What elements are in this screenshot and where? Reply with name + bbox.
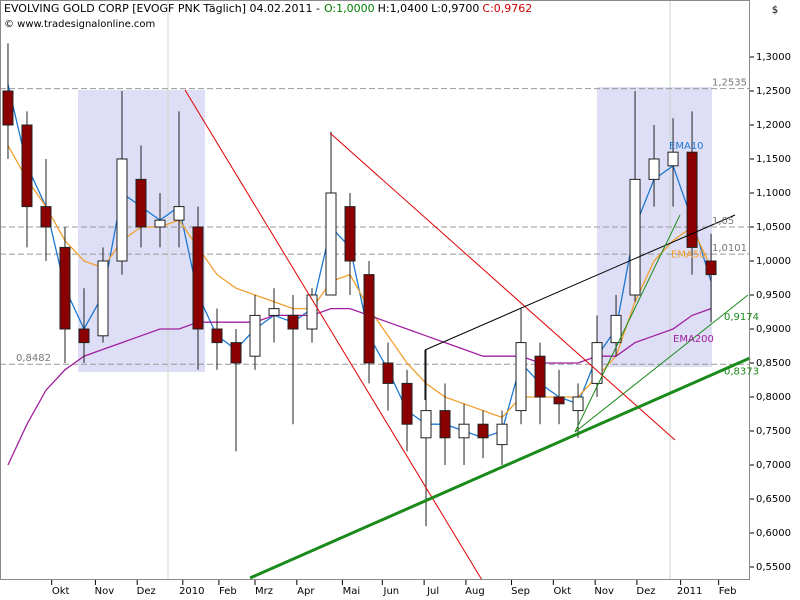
series-label: EMA50 — [671, 250, 706, 261]
candle-body — [534, 355, 546, 398]
x-tick-label: Jun — [383, 586, 400, 597]
x-tick-label: Apr — [297, 586, 315, 597]
candle-body — [211, 328, 223, 344]
candle-body — [667, 151, 679, 167]
candle-body — [363, 274, 375, 364]
ohlc-value: C:0,9762 — [482, 2, 532, 15]
level-label: 0,8482 — [16, 353, 51, 364]
candle-body — [629, 178, 641, 296]
y-tick-label: 1,2000 — [756, 120, 791, 131]
source: © www.tradesignalonline.com — [4, 19, 155, 30]
trendline — [424, 214, 736, 351]
candle-body — [458, 423, 470, 439]
x-tick-label: Okt — [554, 586, 572, 597]
candle-body — [648, 158, 660, 180]
x-tick-label: Dez — [636, 586, 655, 597]
y-tick-label: 0,7000 — [756, 460, 791, 471]
x-tick-label: 2010 — [179, 586, 204, 597]
candle-body — [97, 260, 109, 337]
x-tick-label: Feb — [219, 586, 237, 597]
trendline — [574, 294, 749, 433]
x-tick-label: Nov — [95, 586, 115, 597]
candle-body — [572, 396, 584, 412]
level-label: 0,8373 — [724, 367, 759, 378]
candle-body — [230, 342, 242, 364]
candle-body — [420, 410, 432, 439]
candle-body — [154, 219, 166, 228]
candle-body — [135, 178, 147, 228]
y-tick-label: 0,8500 — [756, 358, 791, 369]
x-tick-label: Okt — [52, 586, 70, 597]
chart-title: EVOLVING GOLD CORP [EVOGF PNK Täglich] 0… — [4, 2, 320, 15]
level-label: 1,2535 — [712, 78, 747, 89]
y-tick-label: 1,0000 — [756, 256, 791, 267]
y-axis-label: $ — [772, 5, 778, 16]
candle-body — [173, 206, 185, 221]
candle-body — [249, 314, 261, 357]
y-tick-label: 1,1000 — [756, 188, 791, 199]
y-tick-label: 0,6000 — [756, 528, 791, 539]
candle-body — [325, 192, 337, 296]
level-label: 1,0101 — [712, 243, 747, 254]
candle-body — [40, 206, 52, 228]
x-tick-label: Mai — [343, 586, 361, 597]
candle-body — [515, 342, 527, 412]
y-tick-label: 0,9500 — [756, 290, 791, 301]
level-label: 0,9174 — [724, 312, 759, 323]
series-label: EMA10 — [669, 141, 704, 152]
candle-body — [268, 308, 280, 316]
candle-body — [439, 410, 451, 439]
x-tick-label: Sep — [511, 586, 530, 597]
trendline — [329, 132, 676, 441]
candle-body — [496, 423, 508, 446]
y-tick-label: 1,0500 — [756, 222, 791, 233]
y-tick-label: 1,1500 — [756, 154, 791, 165]
ohlc-value: L:0,9700 — [431, 2, 479, 15]
y-tick-label: 0,5500 — [756, 562, 791, 573]
candle-body — [2, 90, 14, 126]
y-tick-label: 1,3000 — [756, 52, 791, 63]
plot-frame — [0, 0, 750, 580]
trendline — [574, 214, 681, 433]
ohlc-value: O:1,0000 — [324, 2, 375, 15]
x-tick-label: 2011 — [677, 586, 702, 597]
trendline — [249, 356, 751, 580]
candle-body — [610, 314, 622, 344]
candle-body — [686, 151, 698, 248]
candle-body — [116, 158, 128, 262]
candle-body — [192, 226, 204, 330]
x-tick-label: Dez — [137, 586, 156, 597]
candle-body — [591, 342, 603, 384]
y-tick-label: 1,2500 — [756, 86, 791, 97]
candle-body — [287, 314, 299, 330]
candle-body — [382, 362, 394, 384]
x-tick-label: Nov — [594, 586, 614, 597]
candle-body — [477, 423, 489, 439]
level-label: 1,05 — [712, 216, 734, 227]
y-tick-label: 0,6500 — [756, 494, 791, 505]
y-tick-label: 0,8000 — [756, 392, 791, 403]
candle-body — [553, 396, 565, 405]
x-tick-label: Feb — [719, 586, 737, 597]
labels: EVOLVING GOLD CORP [EVOGF PNK Täglich] 0… — [4, 2, 791, 597]
candle-body — [78, 328, 90, 344]
candle-body — [59, 246, 71, 330]
candle-body — [21, 124, 33, 208]
candle-body — [344, 206, 356, 262]
x-tick-label: Mrz — [255, 586, 273, 597]
candle-body — [401, 382, 413, 425]
trendlines — [184, 89, 751, 581]
x-tick-label: Aug — [465, 586, 485, 597]
y-tick-label: 0,9000 — [756, 324, 791, 335]
y-tick-label: 0,7500 — [756, 426, 791, 437]
plot — [0, 43, 750, 527]
x-tick-label: Jul — [426, 586, 439, 597]
ohlc-value: H:1,0400 — [378, 2, 428, 15]
series-label: EMA200 — [673, 334, 714, 345]
candle-body — [306, 294, 318, 330]
candle-body — [705, 260, 717, 276]
